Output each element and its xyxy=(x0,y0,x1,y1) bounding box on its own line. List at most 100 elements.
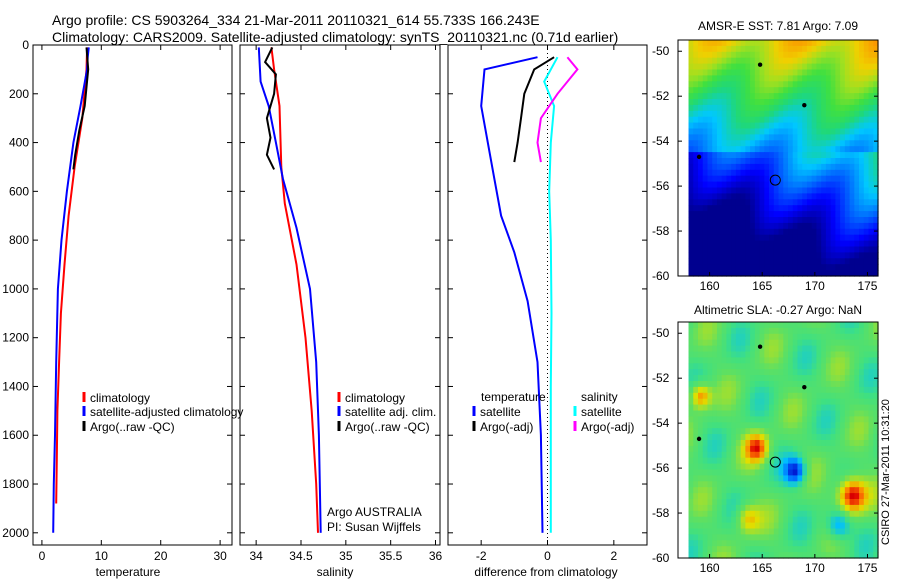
island-marker xyxy=(696,436,702,442)
map-cell xyxy=(844,45,851,53)
map-cell xyxy=(859,487,865,494)
map-cell xyxy=(835,493,841,500)
map-cell xyxy=(716,434,723,441)
map-cell xyxy=(773,116,780,124)
map-cell xyxy=(759,152,765,159)
map-cell xyxy=(811,381,818,388)
map-cell xyxy=(788,240,794,248)
map-cell xyxy=(788,252,794,259)
y-tick-label: 600 xyxy=(9,184,29,198)
map-cell xyxy=(740,140,746,147)
map-cell xyxy=(745,99,751,106)
map-cell xyxy=(698,463,704,471)
map-cell xyxy=(802,63,808,71)
map-cell xyxy=(688,193,694,200)
map-cell xyxy=(863,540,870,547)
map-cell xyxy=(859,410,865,417)
map-cell xyxy=(844,110,851,118)
map-cell xyxy=(840,369,846,376)
map-cell xyxy=(840,264,846,271)
map-cell xyxy=(764,357,770,364)
map-cell xyxy=(688,240,694,248)
map-cell xyxy=(702,63,709,71)
map-cell xyxy=(688,93,694,100)
map-cell xyxy=(702,410,709,417)
map-cell xyxy=(797,327,803,335)
map-cell xyxy=(740,463,746,471)
map-cell xyxy=(731,240,737,248)
map-cell xyxy=(688,187,694,194)
map-cell xyxy=(868,116,874,124)
map-cell xyxy=(716,333,723,341)
map-cell xyxy=(859,398,865,406)
map-cell xyxy=(707,534,713,541)
map-cell xyxy=(788,357,794,364)
map-cell xyxy=(778,57,784,65)
map-cell xyxy=(802,487,808,494)
map-cell xyxy=(788,333,794,341)
map-cell xyxy=(688,45,694,53)
map-cell xyxy=(868,134,874,141)
map-cell xyxy=(797,410,803,417)
map-cell xyxy=(745,228,751,236)
map-cell xyxy=(783,322,789,329)
map-cell xyxy=(806,146,813,153)
map-cell xyxy=(731,152,737,159)
map-cell xyxy=(740,357,746,364)
map-cell xyxy=(792,416,799,423)
map-cell xyxy=(783,187,789,194)
map-cell xyxy=(802,445,808,453)
map-cell xyxy=(759,327,765,335)
map-cell xyxy=(716,57,723,65)
map-cell xyxy=(863,363,870,370)
map-cell xyxy=(750,163,756,171)
map-cell xyxy=(750,128,756,135)
map-cell xyxy=(735,493,742,500)
map-cell xyxy=(759,175,765,183)
map-cell xyxy=(863,122,870,130)
map-cell xyxy=(792,93,799,100)
map-cell xyxy=(821,163,827,171)
map-cell xyxy=(778,252,784,259)
map-cell xyxy=(835,469,841,476)
map-cell xyxy=(778,522,784,530)
map-cell xyxy=(830,499,836,506)
map-cell xyxy=(702,363,709,370)
map-cell xyxy=(844,410,851,417)
map-cell xyxy=(698,363,704,370)
map-cell xyxy=(811,428,818,435)
map-cell xyxy=(778,234,784,242)
map-cell xyxy=(716,45,723,53)
map-cell xyxy=(873,258,879,265)
map-cell xyxy=(830,217,836,224)
map-cell xyxy=(740,158,746,165)
map-cell xyxy=(769,81,775,88)
map-cell xyxy=(797,481,803,488)
map-cell xyxy=(707,69,713,76)
map-cell xyxy=(859,440,865,447)
map-cell xyxy=(825,481,832,488)
map-cell xyxy=(688,510,694,518)
map-cell xyxy=(702,504,709,512)
map-cell xyxy=(830,158,836,165)
map-cell xyxy=(750,252,756,259)
map-cell xyxy=(745,333,751,341)
map-cell xyxy=(802,128,808,135)
map-cell xyxy=(788,110,794,118)
map-cell xyxy=(792,128,799,135)
map-cell xyxy=(849,487,855,494)
map-y-tick-label: -50 xyxy=(652,44,670,58)
map-cell xyxy=(726,510,732,518)
map-cell xyxy=(868,81,874,88)
map-cell xyxy=(792,104,799,112)
map-cell xyxy=(693,193,699,200)
map-cell xyxy=(773,504,780,512)
map-cell xyxy=(788,499,794,506)
map-cell xyxy=(721,357,728,364)
map-cell xyxy=(849,475,855,482)
map-cell xyxy=(754,345,761,353)
map-cell xyxy=(806,252,813,259)
map-cell xyxy=(873,351,879,358)
map-cell xyxy=(764,398,770,406)
map-cell xyxy=(835,528,841,535)
